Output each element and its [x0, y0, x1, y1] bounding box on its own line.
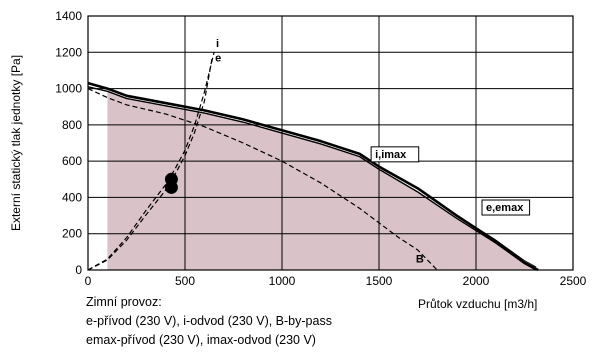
curve-label: i,imax — [375, 149, 407, 161]
curve-labels: ie i,imax e,emax B — [215, 38, 531, 266]
x-tick-label: 1500 — [366, 274, 393, 288]
legend-notes: Zimní provoz: e-přívod (230 V), i-odvod … — [86, 293, 332, 350]
x-tick-label: 2000 — [463, 274, 490, 288]
y-tick-label: 1000 — [55, 82, 82, 96]
operating-points — [164, 172, 178, 194]
y-axis-title: Externí statický tlak jednotky [Pa] — [9, 55, 23, 231]
operating-point — [164, 180, 178, 194]
y-tick-label: 1200 — [55, 45, 82, 59]
series-line-emax-outline — [87, 83, 537, 268]
curve-label-box — [481, 199, 531, 216]
notes-heading: Zimní provoz: — [86, 295, 162, 309]
y-tick-label: 200 — [62, 227, 82, 241]
x-tick-label: 2500 — [560, 274, 587, 288]
series-line-e-emax — [87, 86, 537, 271]
operating-area — [107, 91, 537, 271]
curve-label: B — [416, 254, 424, 266]
y-tick-label: 800 — [62, 118, 82, 132]
y-tick-label: 1400 — [55, 9, 82, 23]
series-line-B — [87, 88, 438, 271]
curve-label: e,emax — [486, 202, 524, 214]
x-tick-label: 1000 — [269, 274, 296, 288]
x-tick-label: 500 — [175, 274, 195, 288]
curve-label-box — [370, 146, 420, 163]
y-tick-label: 600 — [62, 154, 82, 168]
curve-label: e — [215, 52, 221, 64]
x-tick-label: 0 — [85, 274, 92, 288]
x-axis-title: Průtok vzduchu [m3/h] — [418, 297, 537, 311]
y-tick-label: 400 — [62, 190, 82, 204]
tick-labels: 0 200 400 600 800 1000 1200 1400 0 500 1000 1500 200… — [55, 9, 586, 288]
curve-label: i — [216, 38, 219, 50]
plot-frame — [87, 15, 574, 271]
notes-line-1: e-přívod (230 V), i-odvod (230 V), B-by-… — [86, 314, 332, 328]
grid — [87, 15, 574, 271]
shaded-operating-area — [107, 91, 537, 271]
series-lines — [87, 52, 539, 272]
notes-line-2: emax-přívod (230 V), imax-odvod (230 V) — [86, 333, 316, 347]
y-tick-label: 0 — [75, 263, 82, 277]
